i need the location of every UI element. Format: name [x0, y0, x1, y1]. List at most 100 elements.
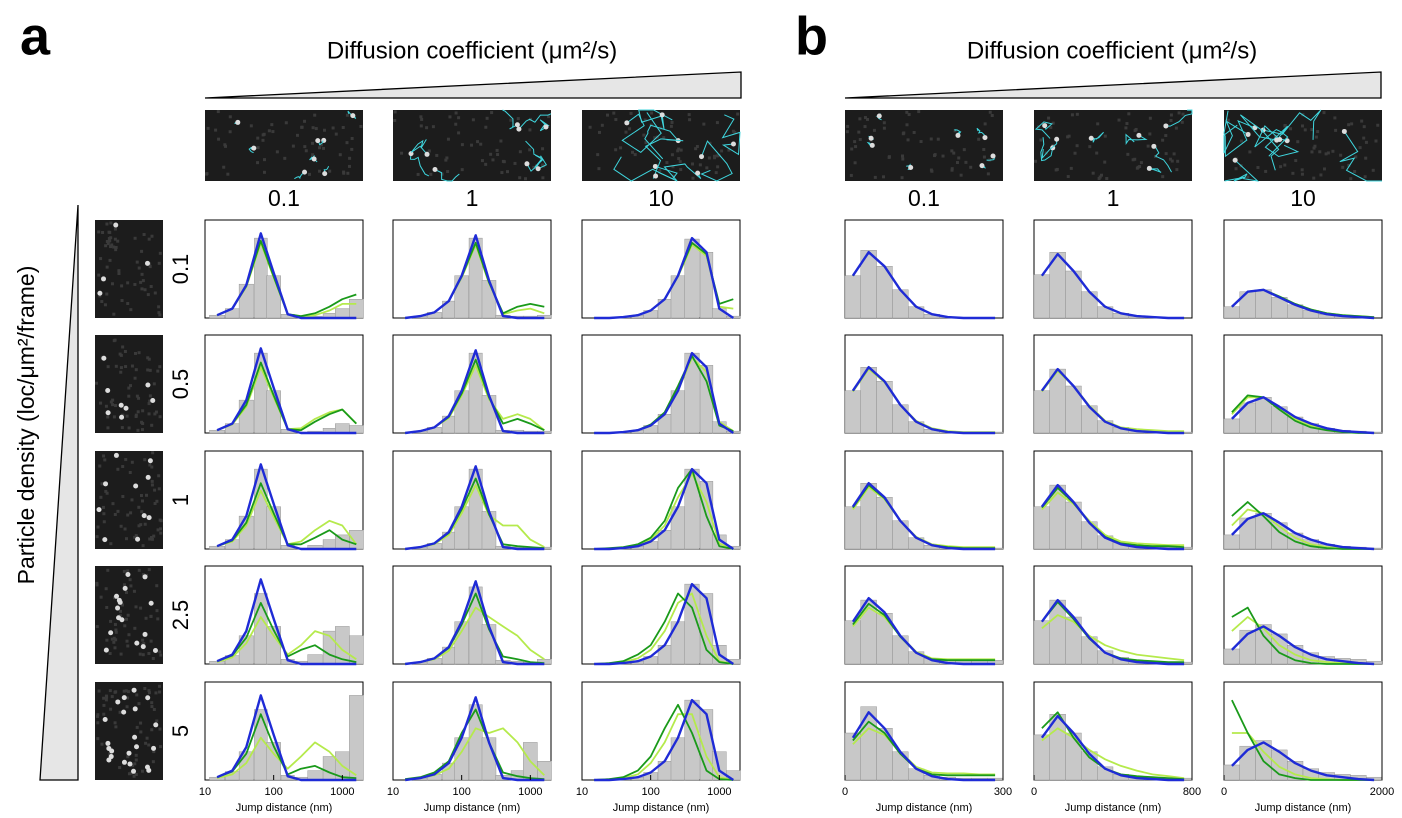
noise: [1331, 149, 1335, 153]
noise: [142, 642, 146, 646]
noise: [109, 245, 113, 249]
noise: [1124, 126, 1128, 130]
noise: [1350, 122, 1354, 126]
noise: [1069, 166, 1073, 170]
data-line: [216, 736, 357, 779]
noise: [135, 394, 139, 398]
noise: [136, 410, 140, 414]
noise: [1070, 113, 1074, 117]
spot: [142, 631, 148, 637]
subplot: [392, 450, 552, 551]
column-label: 1: [1107, 185, 1120, 211]
data-line: [594, 703, 734, 781]
noise: [350, 136, 354, 140]
noise: [1360, 119, 1364, 123]
noise: [119, 370, 123, 374]
track: [525, 140, 548, 170]
spot: [979, 163, 985, 169]
fit-curve: [1231, 288, 1375, 320]
noise: [873, 175, 877, 179]
noise: [427, 149, 431, 153]
noise: [95, 625, 99, 629]
noise: [109, 400, 113, 404]
noise: [677, 157, 681, 161]
noise: [158, 365, 162, 369]
track: [1223, 110, 1256, 158]
noise: [612, 111, 616, 115]
noise: [126, 281, 130, 285]
noise: [600, 123, 604, 127]
noise: [124, 458, 128, 462]
noise: [1318, 150, 1322, 154]
noise: [1039, 138, 1043, 142]
noise: [990, 114, 994, 118]
noise: [393, 118, 397, 122]
noise: [158, 650, 162, 654]
noise: [882, 121, 886, 125]
noise: [284, 121, 288, 125]
noise: [1066, 135, 1070, 139]
subplot: [581, 565, 741, 666]
spot: [145, 474, 151, 480]
noise: [736, 112, 740, 116]
x-tick-label: 1000: [518, 786, 542, 798]
noise: [151, 451, 155, 455]
column-label: 1: [466, 185, 479, 211]
noise: [117, 269, 121, 273]
noise: [150, 483, 154, 487]
micrograph: [1034, 110, 1192, 181]
noise: [150, 705, 154, 709]
noise: [500, 171, 504, 175]
noise: [228, 115, 232, 119]
noise: [1363, 175, 1367, 179]
histogram-bar: [349, 530, 364, 550]
noise: [121, 494, 125, 498]
spot: [699, 154, 705, 160]
spot: [127, 761, 133, 767]
noise: [509, 118, 513, 122]
noise: [643, 118, 647, 122]
subplot: [1033, 565, 1193, 666]
noise: [112, 636, 116, 640]
noise: [132, 774, 136, 778]
histogram-bar: [1223, 306, 1241, 319]
noise: [116, 509, 120, 513]
noise: [907, 113, 911, 117]
noise: [679, 148, 683, 152]
noise: [98, 294, 102, 298]
fit-curve: [851, 366, 996, 435]
noise: [1095, 151, 1099, 155]
noise: [137, 396, 141, 400]
noise: [127, 386, 131, 390]
histogram-bar: [335, 423, 350, 434]
noise: [901, 132, 905, 136]
noise: [205, 172, 209, 176]
noise: [714, 171, 718, 175]
noise: [104, 404, 108, 408]
noise: [114, 248, 118, 252]
noise: [479, 142, 483, 146]
noise: [106, 365, 110, 369]
track: [1223, 120, 1249, 154]
noise: [628, 127, 632, 131]
noise: [105, 605, 109, 609]
spot: [145, 382, 151, 388]
subplot: [581, 450, 741, 551]
noise: [110, 695, 114, 699]
noise: [228, 130, 232, 134]
noise: [303, 145, 307, 149]
noise: [104, 694, 108, 698]
noise: [845, 130, 849, 134]
subplot: 10 100 1000 Jump distance (nm): [199, 681, 364, 814]
noise: [1296, 140, 1300, 144]
x-tick-label: 800: [1183, 786, 1201, 798]
track: [976, 127, 986, 138]
noise: [882, 126, 886, 130]
noise: [108, 752, 112, 756]
track: [1041, 139, 1058, 159]
noise: [912, 130, 916, 134]
noise: [100, 300, 104, 304]
noise: [126, 302, 130, 306]
histogram-bar: [1239, 517, 1256, 550]
spot: [652, 163, 658, 169]
